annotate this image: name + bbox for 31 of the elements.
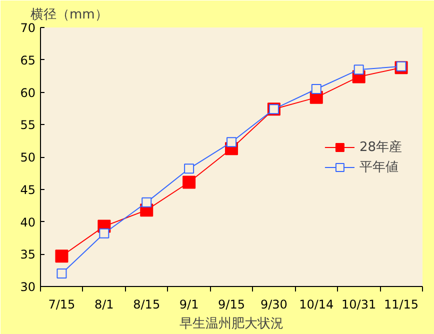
x-axis-title: 早生温州肥大状況 — [180, 316, 284, 332]
y-tick-label: 30 — [20, 280, 36, 294]
x-tick-label: 9/15 — [218, 298, 245, 312]
x-tick-label: 9/1 — [179, 298, 199, 312]
point — [226, 137, 236, 148]
legend-label: 平年値 — [359, 158, 398, 176]
point — [354, 64, 364, 75]
x-tick-label: 8/15 — [133, 298, 160, 312]
y-axis-title: 横径（mm） — [30, 8, 108, 22]
point — [396, 61, 406, 72]
y-tick-label: 50 — [20, 150, 36, 164]
x-tick-label: 7/15 — [48, 298, 76, 312]
x-tick-label: 10/31 — [342, 298, 376, 312]
y-tick-label: 40 — [20, 215, 36, 230]
y-tick-label: 60 — [20, 86, 36, 100]
y-tick-label: 35 — [20, 248, 36, 262]
point — [55, 250, 68, 263]
y-tick-label: 70 — [20, 21, 36, 35]
x-tick-label: 10/14 — [299, 298, 334, 312]
legend-label: 28年産 — [359, 138, 402, 156]
point — [311, 84, 322, 94]
y-tick-label: 55 — [20, 118, 36, 132]
point — [184, 164, 194, 174]
point — [99, 228, 110, 238]
y-tick-label: 45 — [20, 182, 36, 197]
y-tick-label: 65 — [20, 53, 36, 68]
x-tick-label: 11/15 — [384, 298, 419, 312]
x-tick-label: 8/1 — [94, 298, 114, 312]
point — [182, 176, 196, 189]
point — [142, 197, 152, 208]
x-tick-label: 9/30 — [260, 298, 288, 312]
